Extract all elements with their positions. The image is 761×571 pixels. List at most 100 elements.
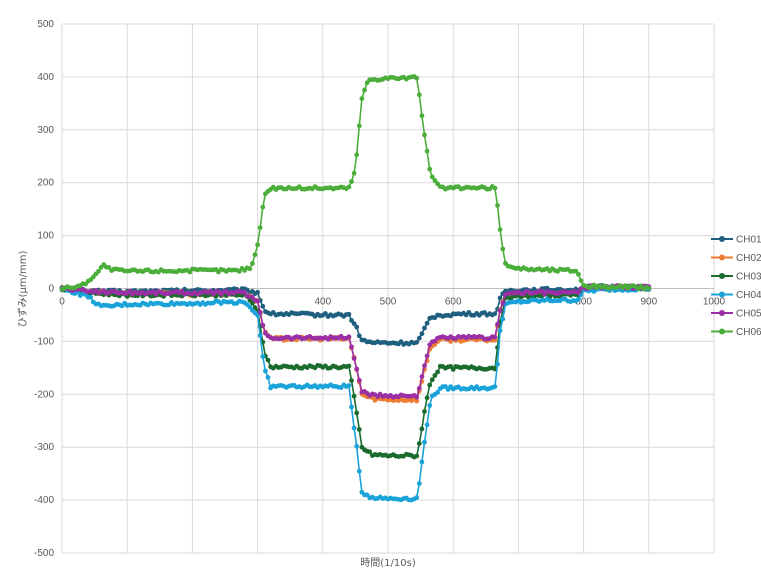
data-point bbox=[427, 382, 433, 388]
legend-swatch-marker bbox=[719, 291, 725, 298]
y-tick-label: -300 bbox=[34, 442, 54, 453]
legend-item-ch04: CH04 bbox=[711, 290, 761, 301]
data-point bbox=[247, 304, 253, 310]
data-point bbox=[576, 296, 581, 302]
data-point bbox=[349, 179, 354, 184]
data-point bbox=[576, 290, 581, 295]
y-tick-label: 300 bbox=[37, 125, 54, 136]
data-point bbox=[419, 331, 425, 337]
data-point bbox=[356, 333, 362, 339]
data-point bbox=[414, 394, 420, 400]
legend-label: CH04 bbox=[736, 290, 761, 301]
data-point bbox=[419, 426, 425, 432]
data-point bbox=[255, 289, 260, 295]
data-point bbox=[429, 174, 435, 180]
data-point bbox=[495, 361, 500, 367]
series-ch04 bbox=[59, 285, 652, 503]
legend-item-ch03: CH03 bbox=[711, 272, 761, 283]
data-point bbox=[257, 309, 263, 315]
data-point bbox=[242, 290, 248, 295]
data-point bbox=[367, 449, 373, 455]
data-point bbox=[424, 422, 430, 428]
legend-swatch-marker bbox=[719, 310, 725, 316]
series-ch05 bbox=[59, 283, 652, 400]
legend-label: CH01 bbox=[736, 235, 761, 246]
x-tick-label: 1000 bbox=[703, 297, 726, 308]
data-point bbox=[422, 409, 427, 414]
data-point bbox=[492, 384, 498, 389]
data-point bbox=[500, 316, 506, 322]
data-point bbox=[351, 393, 357, 399]
data-point bbox=[260, 322, 266, 328]
data-point bbox=[362, 87, 367, 93]
legend-swatch-marker bbox=[719, 254, 725, 261]
y-tick-label: 400 bbox=[37, 72, 54, 83]
data-point bbox=[419, 374, 425, 379]
legend-swatch-marker bbox=[719, 273, 725, 279]
data-point bbox=[351, 321, 357, 326]
x-tick-label: 400 bbox=[314, 297, 331, 308]
data-point bbox=[416, 335, 422, 341]
data-point bbox=[354, 366, 360, 372]
x-tick-labels: 0 400 500 600 800 900 1000 bbox=[59, 297, 725, 308]
legend-label: CH06 bbox=[736, 327, 761, 338]
data-point bbox=[497, 328, 503, 333]
data-point bbox=[252, 252, 258, 258]
data-point bbox=[495, 321, 500, 327]
x-axis-title: 時間(1/10s) bbox=[360, 557, 416, 569]
data-point bbox=[435, 369, 440, 375]
x-tick-label: 800 bbox=[575, 297, 592, 308]
data-point bbox=[500, 246, 506, 252]
data-point bbox=[250, 261, 255, 266]
data-point bbox=[265, 375, 271, 380]
legend-swatch-marker bbox=[719, 236, 725, 242]
data-point bbox=[349, 378, 354, 383]
legend-swatch-marker bbox=[719, 328, 725, 335]
legend-item-ch01: CH01 bbox=[711, 235, 761, 246]
series-layer bbox=[59, 74, 652, 503]
data-point bbox=[349, 344, 354, 350]
data-point bbox=[349, 318, 354, 323]
data-point bbox=[416, 92, 422, 98]
data-point bbox=[265, 357, 271, 363]
data-point bbox=[346, 363, 352, 369]
data-point bbox=[257, 225, 263, 231]
legend-label: CH02 bbox=[736, 253, 761, 264]
data-point bbox=[414, 339, 420, 345]
legend-label: CH03 bbox=[736, 272, 761, 283]
data-point bbox=[346, 311, 352, 317]
data-point bbox=[576, 271, 581, 277]
y-tick-label: -200 bbox=[34, 389, 54, 400]
data-point bbox=[257, 333, 263, 338]
data-point bbox=[416, 385, 422, 391]
data-point bbox=[414, 495, 420, 501]
y-tick-label: -400 bbox=[34, 495, 54, 506]
data-point bbox=[351, 170, 357, 176]
data-point bbox=[351, 356, 357, 361]
data-point bbox=[422, 132, 427, 138]
legend-item-ch06: CH06 bbox=[711, 327, 761, 338]
y-tick-label: 500 bbox=[37, 19, 54, 30]
data-point bbox=[263, 368, 268, 374]
y-tick-label: 0 bbox=[48, 284, 54, 295]
data-point bbox=[573, 268, 579, 274]
data-point bbox=[106, 265, 112, 270]
data-point bbox=[356, 468, 362, 474]
data-point bbox=[356, 377, 362, 383]
data-point bbox=[88, 294, 94, 300]
y-tick-label: 100 bbox=[37, 231, 54, 242]
data-point bbox=[646, 285, 652, 291]
data-point bbox=[495, 203, 500, 208]
data-point bbox=[416, 441, 422, 446]
data-point bbox=[346, 383, 352, 388]
data-point bbox=[349, 404, 354, 410]
legend-label: CH05 bbox=[736, 309, 761, 320]
data-point bbox=[422, 363, 427, 369]
data-point bbox=[260, 204, 266, 210]
data-point bbox=[422, 439, 427, 445]
data-point bbox=[429, 377, 435, 383]
data-point bbox=[578, 278, 584, 283]
x-tick-label: 900 bbox=[640, 297, 657, 308]
data-point bbox=[424, 148, 430, 154]
